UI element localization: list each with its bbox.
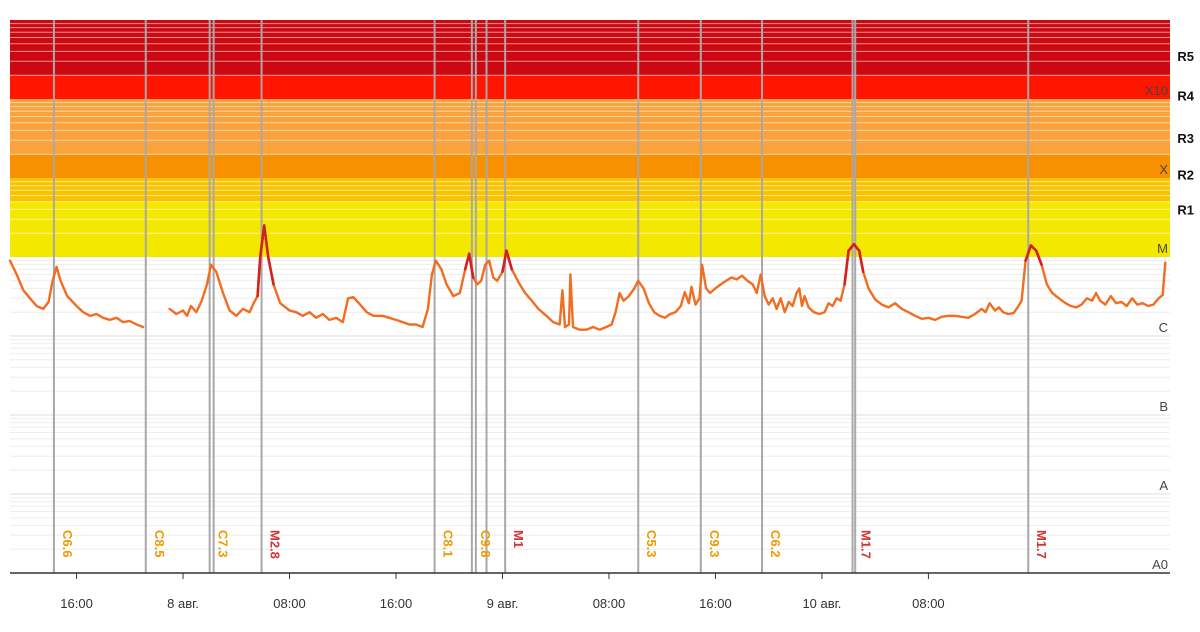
flare-label: C9.3	[707, 530, 722, 557]
flare-label: C6.6	[60, 530, 75, 557]
class-label: C	[1159, 320, 1168, 335]
flux-peak-segment	[1034, 249, 1043, 266]
decade-gridlines	[10, 260, 1170, 574]
band-5	[10, 20, 1170, 76]
flare-label: C6.2	[768, 530, 783, 557]
flux-peak-segment	[852, 242, 861, 253]
band-0	[10, 201, 1170, 257]
flux-peak-segment	[843, 249, 850, 286]
flux-peak-segment	[847, 242, 856, 253]
x-tick-label: 16:00	[60, 596, 93, 611]
flux-peak-segment	[262, 224, 270, 259]
flux-peak-segment	[256, 255, 262, 298]
r-level-label: R2	[1177, 168, 1194, 183]
flare-label: C8.1	[441, 530, 456, 557]
flux-line	[168, 224, 1167, 331]
flux-peak-segment	[501, 249, 508, 274]
radio-scale-labels: R5 R4 R3 R2 R1	[1177, 49, 1194, 217]
class-label: A	[1159, 478, 1168, 493]
x-tick-label: 08:00	[273, 596, 306, 611]
x-axis: 16:00 8 авг. 08:00 16:00 9 авг. 08:00 16:00 10 …	[10, 572, 1170, 611]
x-tick-label: 08:00	[912, 596, 945, 611]
flare-labels: C6.6 C8.5 C7.3 M2.8 C8.1 C9.8 M1 C5.3 C9.3 C6.2 M1…	[60, 530, 1049, 559]
class-label: X10	[1145, 83, 1168, 98]
class-label: B	[1159, 399, 1168, 414]
flux-peak-segment	[266, 255, 275, 286]
x-tick-label: 8 авг.	[167, 596, 199, 611]
band-2	[10, 154, 1170, 178]
flare-label: M1	[511, 530, 526, 548]
flux-peak-segment	[258, 224, 266, 259]
xray-flux-series	[8, 224, 1167, 331]
class-label: A0	[1152, 557, 1168, 572]
flare-label: M2.8	[268, 530, 283, 559]
radio-blackout-bands	[10, 20, 1170, 257]
flare-label: C7.3	[216, 530, 231, 557]
x-tick-label: 16:00	[380, 596, 413, 611]
flare-label: C8.5	[152, 530, 167, 557]
class-label: X	[1159, 162, 1168, 177]
class-label: M	[1157, 241, 1168, 256]
flare-label: C5.3	[644, 530, 659, 557]
flux-peak-segment	[505, 249, 514, 271]
flux-peak-segment	[1024, 244, 1033, 262]
flare-label: C9.8	[478, 530, 493, 557]
band-4	[10, 75, 1170, 99]
x-tick-label: 10 авг.	[802, 596, 841, 611]
r-level-label: R5	[1177, 49, 1194, 64]
r-level-label: R1	[1177, 202, 1194, 217]
flare-class-labels: X10 X M C B A A0	[1145, 83, 1168, 572]
flux-peak-segment	[467, 252, 475, 279]
flux-line	[8, 259, 145, 329]
x-tick-label: 08:00	[593, 596, 626, 611]
x-tick-label: 9 авг.	[487, 596, 519, 611]
flare-label: M1.7	[859, 530, 874, 559]
band-3	[10, 99, 1170, 155]
r-level-label: R4	[1177, 89, 1194, 104]
r-level-label: R3	[1177, 131, 1194, 146]
flare-label: M1.7	[1034, 530, 1049, 559]
flux-peak-segment	[857, 249, 865, 274]
x-tick-label: 16:00	[699, 596, 732, 611]
